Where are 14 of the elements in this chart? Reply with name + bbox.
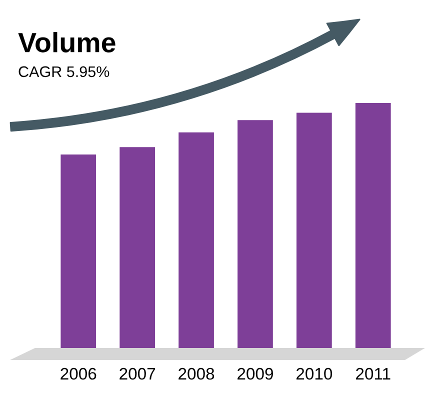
x-tick-label: 2010 bbox=[296, 368, 332, 380]
bar bbox=[60, 154, 96, 348]
bar bbox=[296, 112, 332, 348]
x-tick-label: 2008 bbox=[178, 368, 214, 380]
x-tick-label: 2007 bbox=[120, 368, 156, 380]
chart-title: Volume bbox=[18, 32, 116, 52]
bar bbox=[120, 147, 156, 348]
bar bbox=[178, 132, 214, 348]
bar bbox=[355, 103, 391, 348]
x-tick-label: 2006 bbox=[60, 368, 96, 380]
x-tick-label: 2009 bbox=[238, 368, 273, 380]
chart-subtitle: CAGR 5.95% bbox=[18, 66, 110, 78]
x-tick-label: 2011 bbox=[356, 368, 390, 380]
bar bbox=[238, 120, 273, 348]
